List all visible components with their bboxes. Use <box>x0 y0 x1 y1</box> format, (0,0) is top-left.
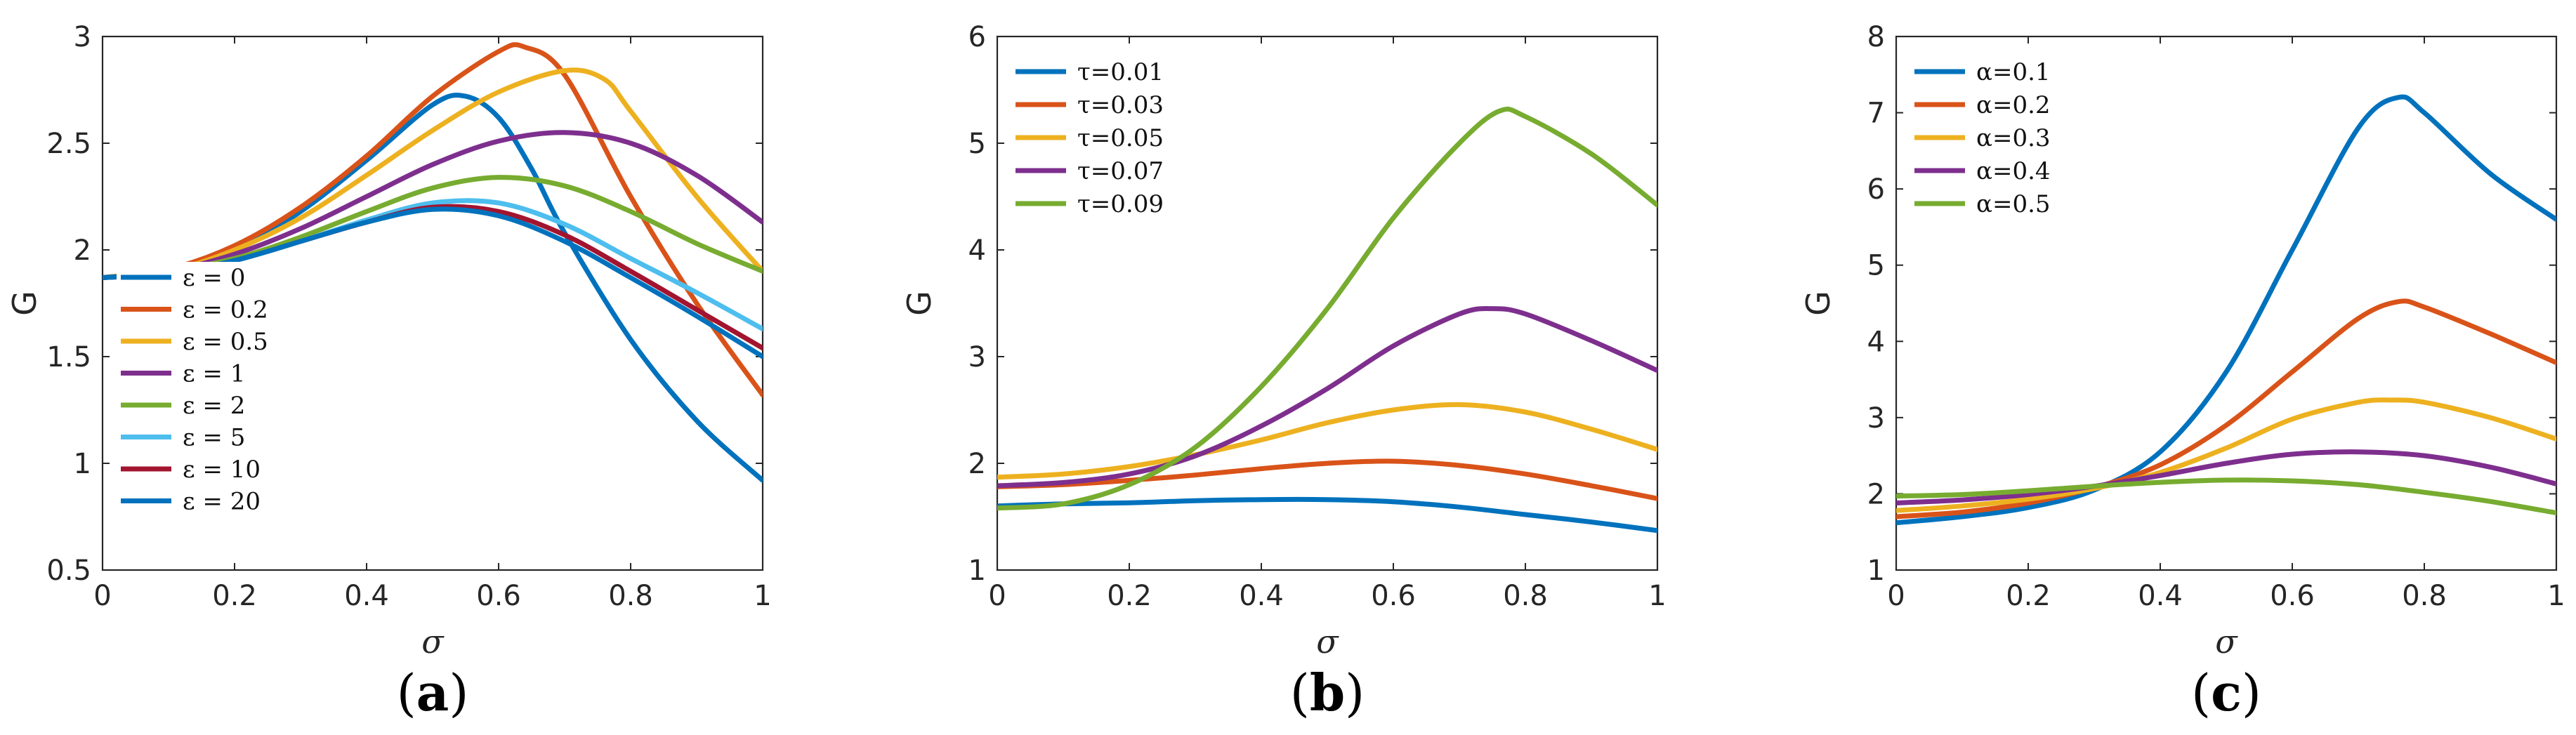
legend-label: τ=0.09 <box>1077 190 1164 218</box>
x-tick-label: 1 <box>2547 580 2565 612</box>
legend-label: ε = 20 <box>183 488 261 516</box>
x-tick-label: 0.8 <box>2402 580 2447 612</box>
y-tick-label: 1 <box>74 448 91 480</box>
y-tick-label: 1 <box>968 555 986 587</box>
x-axis-title: σ <box>1316 623 1339 661</box>
x-tick-label: 0.6 <box>476 580 521 612</box>
legend-label: τ=0.01 <box>1077 58 1164 86</box>
legend: τ=0.09 τ=0.07 τ=0.05 τ=0.03 τ=0.01 <box>1011 56 1222 221</box>
series-line-1 <box>997 496 1657 534</box>
y-tick-label: 7 <box>1867 98 1885 130</box>
legend-label: ε = 0 <box>183 264 245 292</box>
x-tick-label: 0.6 <box>2270 580 2315 612</box>
y-tick-label: 0.5 <box>46 555 91 587</box>
legend-label: τ=0.07 <box>1077 157 1164 185</box>
y-axis-title: G <box>6 291 44 316</box>
legend-label: ε = 10 <box>183 456 261 484</box>
y-tick-label: 6 <box>968 21 986 53</box>
panel-caption: (a) <box>397 663 469 722</box>
series-line-2 <box>103 42 763 398</box>
legend-label: α=0.5 <box>1976 190 2051 218</box>
y-axis-title: G <box>900 291 938 316</box>
series-line-3 <box>1896 397 2556 513</box>
x-tick-label: 0 <box>1887 580 1905 612</box>
panel-caption-letter: a <box>416 663 449 722</box>
panel-caption-letter: c <box>2211 663 2242 722</box>
x-tick-label: 1 <box>1648 580 1666 612</box>
legend-label: ε = 2 <box>183 392 245 420</box>
x-tick-label: 0.4 <box>2138 580 2183 612</box>
series-line-5 <box>997 106 1657 511</box>
x-tick-label: 0.8 <box>608 580 653 612</box>
y-tick-label: 1.5 <box>46 341 91 373</box>
legend-label: ε = 0.5 <box>183 328 268 356</box>
x-axis-title: σ <box>2215 623 2238 661</box>
x-tick-label: 1 <box>754 580 771 612</box>
series-group <box>997 106 1657 534</box>
x-axis-title: σ <box>421 623 445 661</box>
x-tick-label: 0 <box>93 580 111 612</box>
y-tick-label: 8 <box>1867 21 1885 53</box>
legend-label: ε = 0.2 <box>183 296 268 324</box>
series-line-3 <box>103 67 763 280</box>
y-tick-label: 2 <box>74 234 91 267</box>
series-line-4 <box>1896 449 2556 505</box>
y-tick-label: 2.5 <box>46 128 91 160</box>
y-tick-label: 2 <box>968 448 986 480</box>
legend-label: α=0.1 <box>1976 58 2051 86</box>
y-tick-label: 4 <box>968 234 986 267</box>
y-tick-label: 2 <box>1867 478 1885 510</box>
x-tick-label: 0.4 <box>1239 580 1284 612</box>
series-line-4 <box>997 306 1657 489</box>
legend: α=0.5 α=0.4 α=0.3 α=0.2 α=0.1 <box>1910 56 2121 221</box>
y-axis-title: G <box>1799 291 1837 316</box>
panel-a: 0 0.2 0.4 0.6 0.8 1 0.5 1 1.5 2 2.5 3 σ Gε = 0 ε = 0.2… <box>6 21 772 722</box>
y-tick-label: 5 <box>968 128 986 160</box>
legend-label: ε = 1 <box>183 360 245 388</box>
series-line-2 <box>1896 298 2556 519</box>
series-line-4 <box>103 130 763 280</box>
series-line-1 <box>1896 94 2556 526</box>
y-tick-label: 4 <box>1867 326 1885 358</box>
y-tick-label: 3 <box>1867 402 1885 435</box>
legend-label: ε = 5 <box>183 424 245 452</box>
panel-c: 0 0.2 0.4 0.6 0.8 112345678σGα=0.5α=0.4α=0.3α… <box>1799 21 2565 722</box>
series-line-2 <box>997 458 1657 501</box>
legend-label: α=0.2 <box>1976 91 2051 119</box>
panel-caption: (c) <box>2191 663 2261 722</box>
x-tick-label: 0.2 <box>2006 580 2051 612</box>
x-tick-label: 0.4 <box>344 580 389 612</box>
legend-label: α=0.4 <box>1976 157 2051 185</box>
y-tick-label: 3 <box>968 341 986 373</box>
panel-caption: (b) <box>1290 663 1365 722</box>
x-tick-label: 0.2 <box>212 580 257 612</box>
y-tick-label: 3 <box>74 21 91 53</box>
x-tick-label: 0.2 <box>1107 580 1152 612</box>
panel-caption-letter: b <box>1310 663 1345 722</box>
legend-label: τ=0.05 <box>1077 124 1164 152</box>
x-tick-label: 0 <box>988 580 1006 612</box>
y-tick-label: 6 <box>1867 173 1885 206</box>
series-line-3 <box>997 402 1657 480</box>
series-line-5 <box>1896 477 2556 516</box>
legend-label: α=0.3 <box>1976 124 2051 152</box>
y-tick-label: 5 <box>1867 250 1885 282</box>
x-tick-label: 0.8 <box>1503 580 1548 612</box>
legend: ε = 0 ε = 0.2 ε = 0.5 ε = 1 ε = 2 ε = 5 ε = 10… <box>117 262 327 517</box>
legend-label: τ=0.03 <box>1077 91 1164 119</box>
panel-b: 0 0.2 0.4 0.6 0.8 1 1 2 3 4 5 6 σ Gτ=0.09 τ=0.07 τ=0.05… <box>900 21 1667 722</box>
series-group <box>1896 94 2556 526</box>
y-tick-label: 1 <box>1867 555 1885 587</box>
x-tick-label: 0.6 <box>1371 580 1416 612</box>
